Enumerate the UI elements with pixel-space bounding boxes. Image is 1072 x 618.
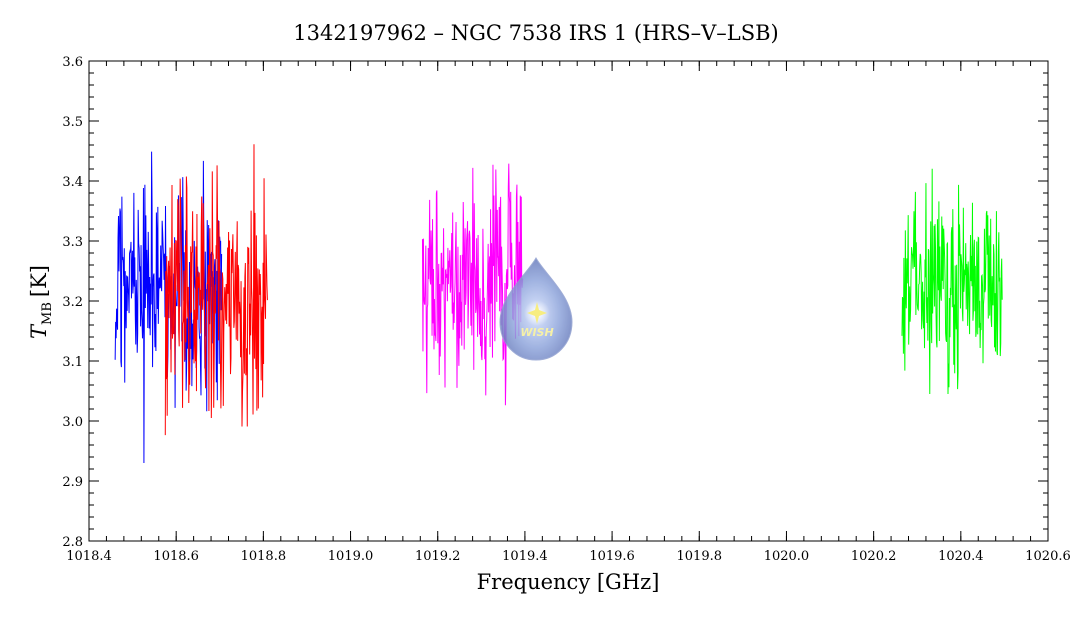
y-axis-label-unit: [K] xyxy=(27,265,51,297)
x-tick-label: 1020.4 xyxy=(938,549,984,564)
x-tick-label: 1019.6 xyxy=(589,549,635,564)
y-tick-label: 3.3 xyxy=(62,235,83,250)
x-tick-label: 1019.0 xyxy=(328,549,374,564)
y-axis-label-subscript: MB xyxy=(40,302,55,325)
x-axis-label: Frequency [GHz] xyxy=(477,570,660,594)
y-tick-label: 3.5 xyxy=(62,115,83,130)
y-axis-label: TMB [K] xyxy=(27,265,55,339)
wish-logo-text: WISH xyxy=(520,326,553,339)
y-axis-label-symbol: T xyxy=(27,323,51,339)
x-tick-label: 1018.4 xyxy=(66,549,112,564)
spectrum-series-1 xyxy=(114,151,223,464)
y-tick-label: 3.4 xyxy=(62,175,83,190)
ticks-layer: 1018.4 1018.6 1018.8 1019.0 1019.2 1019.4 1019… xyxy=(62,55,1070,564)
spectrum-series-3 xyxy=(421,163,524,406)
x-tick-label: 1020.6 xyxy=(1025,549,1071,564)
y-tick-label: 2.9 xyxy=(62,475,83,490)
y-tick-label: 3.2 xyxy=(62,295,83,310)
spectrum-series-2 xyxy=(164,144,268,436)
series-layer xyxy=(114,144,1003,464)
x-tick-label: 1018.6 xyxy=(153,549,199,564)
x-tick-label: 1019.4 xyxy=(502,549,548,564)
y-tick-label: 3.1 xyxy=(62,355,83,370)
y-tick-label: 3.6 xyxy=(62,55,83,70)
y-tick-label: 3.0 xyxy=(62,415,83,430)
x-tick-label: 1020.2 xyxy=(851,549,897,564)
x-tick-label: 1019.2 xyxy=(415,549,461,564)
wish-logo: WISH xyxy=(499,256,573,361)
star-icon xyxy=(527,302,547,324)
x-tick-label: 1018.8 xyxy=(241,549,287,564)
spectrum-series-4 xyxy=(901,168,1003,395)
chart-title: 1342197962 – NGC 7538 IRS 1 (HRS–V–LSB) xyxy=(293,21,779,45)
x-tick-label: 1020.0 xyxy=(764,549,810,564)
y-tick-label: 2.8 xyxy=(62,535,83,550)
x-tick-label: 1019.8 xyxy=(677,549,723,564)
